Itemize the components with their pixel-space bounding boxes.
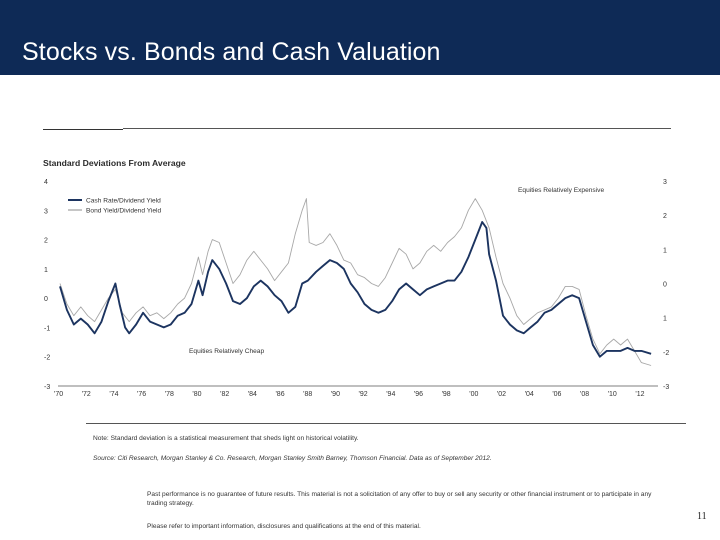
x-tick-label: '98 <box>442 391 451 398</box>
x-tick-label: '82 <box>220 391 229 398</box>
x-tick-label: '78 <box>165 391 174 398</box>
source-text: Source: Citi Research, Morgan Stanley & … <box>93 455 492 462</box>
legend-label-bond: Bond Yield/Dividend Yield <box>86 208 161 215</box>
legend: Cash Rate/Dividend Yield Bond Yield/Divi… <box>68 198 161 215</box>
series-line-bond <box>59 198 652 366</box>
x-tick-label: '08 <box>580 391 589 398</box>
y-tick-right: 3 <box>663 179 667 186</box>
note-text: Note: Standard deviation is a statistica… <box>93 435 359 442</box>
x-tick-label: '90 <box>331 391 340 398</box>
x-tick-label: '10 <box>608 391 617 398</box>
y-tick-left: 1 <box>44 267 48 274</box>
y-tick-left: 3 <box>44 208 48 215</box>
annotation-cheap: Equities Relatively Cheap <box>189 348 264 355</box>
x-tick-label: '70 <box>54 391 63 398</box>
y-tick-right: 1 <box>663 247 667 254</box>
slide-title: Stocks vs. Bonds and Cash Valuation <box>22 38 441 66</box>
x-tick-label: '94 <box>386 391 395 398</box>
y-tick-left: 2 <box>44 238 48 245</box>
x-tick-label: '74 <box>109 391 118 398</box>
left-axis: 4 3 2 1 0 -1 -2 -3 <box>44 179 50 391</box>
y-tick-left: -1 <box>44 325 50 332</box>
y-tick-right: 0 <box>663 282 667 289</box>
x-tick-label: '12 <box>635 391 644 398</box>
x-tick-label: '00 <box>469 391 478 398</box>
annotation-expensive: Equities Relatively Expensive <box>518 187 604 194</box>
title-bar: Stocks vs. Bonds and Cash Valuation <box>0 0 720 75</box>
x-axis: '70 '72 '74 '76 '78 '80 '82 '84 '86 '88 '90 '92 '94 '… <box>54 385 658 398</box>
y-tick-right: -2 <box>663 350 669 357</box>
x-tick-label: '84 <box>248 391 257 398</box>
y-tick-right: 2 <box>663 213 667 220</box>
x-tick-label: '02 <box>497 391 506 398</box>
y-tick-left: 4 <box>44 179 48 186</box>
x-tick-label: '06 <box>552 391 561 398</box>
x-tick-label: '72 <box>82 391 91 398</box>
y-tick-left: 0 <box>44 296 48 303</box>
right-axis: 3 2 1 0 1 -2 -3 <box>663 179 669 391</box>
divider-bottom <box>86 423 686 424</box>
chart-title: Standard Deviations From Average <box>43 158 186 168</box>
y-tick-right: -3 <box>663 384 669 391</box>
y-tick-right: 1 <box>663 316 667 323</box>
x-tick-label: '76 <box>137 391 146 398</box>
y-tick-left: -3 <box>44 384 50 391</box>
page-number: 11 <box>697 511 707 522</box>
disclaimer-text: Past performance is no guarantee of futu… <box>147 491 652 507</box>
x-tick-label: '88 <box>303 391 312 398</box>
legend-label-cash: Cash Rate/Dividend Yield <box>86 198 161 205</box>
y-tick-left: -2 <box>44 355 50 362</box>
x-tick-label: '96 <box>414 391 423 398</box>
x-tick-label: '80 <box>192 391 201 398</box>
chart: Standard Deviations From Average 4 3 2 1 0 -1… <box>43 158 669 398</box>
series-group <box>59 198 652 366</box>
divider-short <box>43 129 123 130</box>
series-line-cash <box>59 221 652 358</box>
x-tick-label: '92 <box>359 391 368 398</box>
divider-top <box>123 128 671 129</box>
x-tick-label: '04 <box>525 391 534 398</box>
disclosure-text: Please refer to important information, d… <box>147 523 421 530</box>
x-tick-label: '86 <box>275 391 284 398</box>
